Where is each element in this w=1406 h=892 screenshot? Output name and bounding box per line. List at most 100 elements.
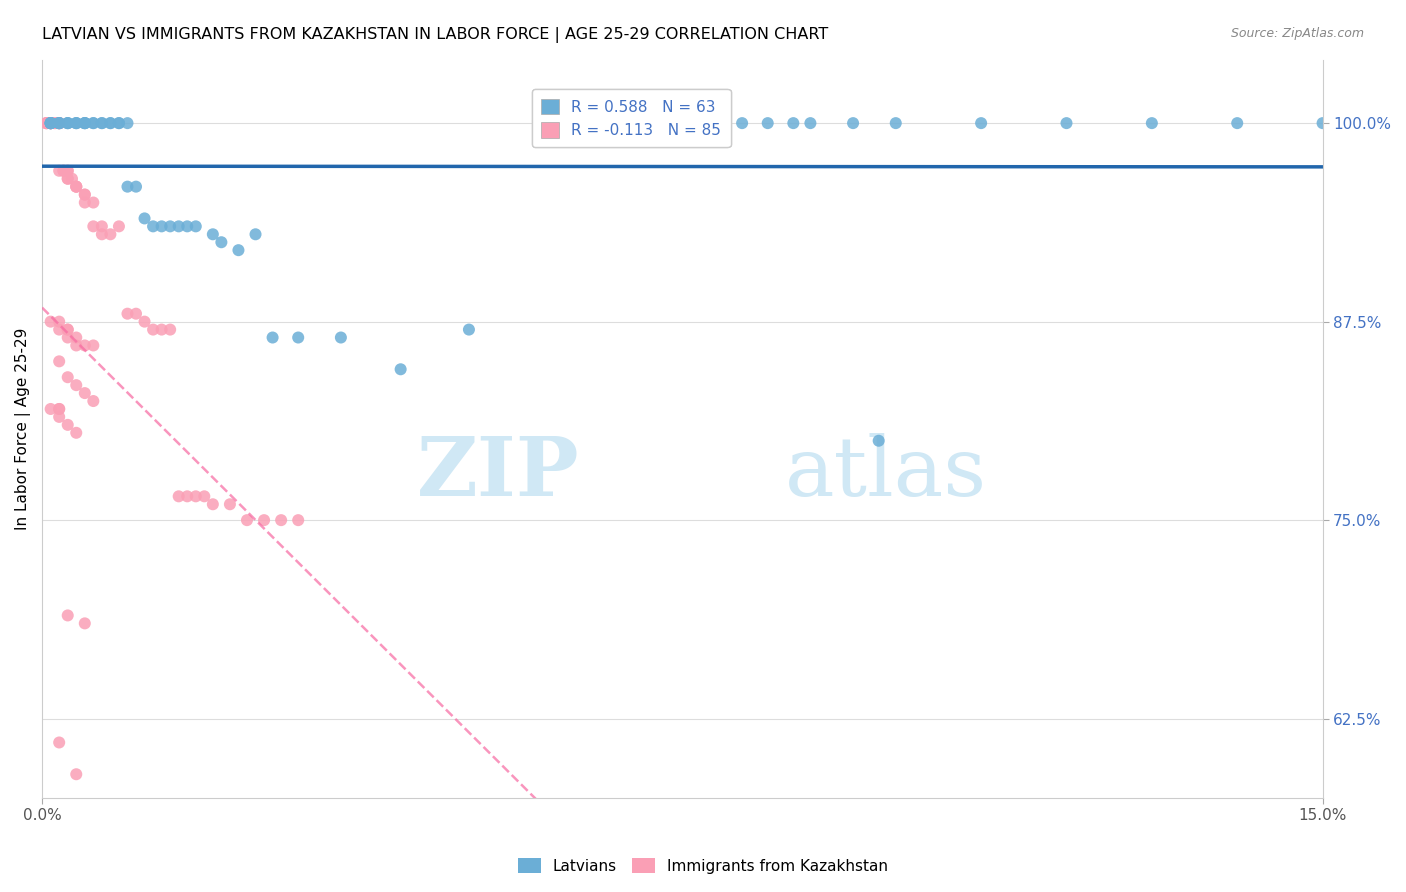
Point — [884, 116, 907, 130]
Point — [82, 116, 104, 130]
Point — [48, 401, 70, 416]
Point — [756, 116, 779, 130]
Point — [90, 219, 112, 234]
Point — [39, 116, 62, 130]
Point — [1226, 116, 1249, 130]
Point — [48, 814, 70, 829]
Point — [236, 513, 259, 527]
Point — [39, 315, 62, 329]
Point — [245, 227, 267, 242]
Point — [65, 425, 87, 440]
Point — [44, 116, 66, 130]
Point — [60, 171, 83, 186]
Point — [35, 116, 58, 130]
Point — [117, 179, 139, 194]
Point — [159, 322, 181, 336]
Point — [48, 354, 70, 368]
Point — [56, 322, 79, 336]
Point — [586, 116, 609, 130]
Point — [73, 187, 96, 202]
Point — [176, 489, 198, 503]
Point — [65, 338, 87, 352]
Point — [108, 116, 131, 130]
Point — [73, 187, 96, 202]
Point — [142, 322, 165, 336]
Point — [56, 322, 79, 336]
Point — [184, 489, 207, 503]
Point — [48, 315, 70, 329]
Point — [90, 227, 112, 242]
Point — [48, 116, 70, 130]
Point — [56, 417, 79, 432]
Point — [73, 116, 96, 130]
Point — [56, 330, 79, 344]
Text: Source: ZipAtlas.com: Source: ZipAtlas.com — [1230, 27, 1364, 40]
Point — [35, 116, 58, 130]
Point — [44, 116, 66, 130]
Point — [125, 307, 148, 321]
Point — [270, 513, 292, 527]
Point — [108, 116, 131, 130]
Point — [73, 338, 96, 352]
Point — [39, 401, 62, 416]
Point — [134, 315, 156, 329]
Point — [56, 116, 79, 130]
Legend: Latvians, Immigrants from Kazakhstan: Latvians, Immigrants from Kazakhstan — [512, 852, 894, 880]
Text: LATVIAN VS IMMIGRANTS FROM KAZAKHSTAN IN LABOR FORCE | AGE 25-29 CORRELATION CHA: LATVIAN VS IMMIGRANTS FROM KAZAKHSTAN IN… — [42, 27, 828, 43]
Point — [117, 116, 139, 130]
Point — [219, 497, 242, 511]
Point — [458, 322, 481, 336]
Point — [543, 116, 565, 130]
Point — [100, 116, 122, 130]
Point — [82, 116, 104, 130]
Point — [39, 806, 62, 821]
Point — [39, 116, 62, 130]
Point — [117, 307, 139, 321]
Point — [82, 394, 104, 409]
Point — [65, 179, 87, 194]
Point — [184, 219, 207, 234]
Point — [201, 227, 224, 242]
Point — [65, 767, 87, 781]
Point — [125, 179, 148, 194]
Point — [782, 116, 804, 130]
Point — [39, 116, 62, 130]
Point — [48, 116, 70, 130]
Point — [56, 171, 79, 186]
Point — [48, 116, 70, 130]
Point — [48, 116, 70, 130]
Point — [167, 219, 190, 234]
Point — [262, 330, 284, 344]
Y-axis label: In Labor Force | Age 25-29: In Labor Force | Age 25-29 — [15, 327, 31, 530]
Point — [176, 219, 198, 234]
Point — [142, 219, 165, 234]
Point — [100, 116, 122, 130]
Point — [65, 378, 87, 392]
Point — [150, 219, 173, 234]
Point — [82, 219, 104, 234]
Legend: R = 0.588   N = 63, R = -0.113   N = 85: R = 0.588 N = 63, R = -0.113 N = 85 — [531, 89, 731, 147]
Point — [82, 338, 104, 352]
Point — [868, 434, 890, 448]
Point — [73, 616, 96, 631]
Text: ZIP: ZIP — [418, 434, 579, 513]
Point — [329, 330, 352, 344]
Point — [52, 163, 75, 178]
Point — [228, 243, 250, 257]
Point — [56, 163, 79, 178]
Point — [90, 116, 112, 130]
Point — [65, 179, 87, 194]
Point — [48, 322, 70, 336]
Point — [201, 497, 224, 511]
Point — [39, 116, 62, 130]
Point — [134, 211, 156, 226]
Point — [65, 116, 87, 130]
Point — [82, 195, 104, 210]
Point — [842, 116, 865, 130]
Point — [52, 163, 75, 178]
Point — [39, 116, 62, 130]
Point — [48, 409, 70, 424]
Point — [73, 116, 96, 130]
Point — [56, 608, 79, 623]
Point — [48, 116, 70, 130]
